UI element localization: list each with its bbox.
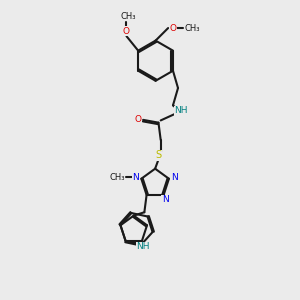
Text: O: O	[170, 23, 177, 32]
Text: CH₃: CH₃	[109, 173, 125, 182]
Text: N: N	[162, 196, 168, 205]
Text: S: S	[155, 150, 161, 160]
Text: N: N	[171, 173, 178, 182]
Text: CH₃: CH₃	[120, 11, 136, 20]
Text: NH: NH	[136, 242, 150, 251]
Text: N: N	[132, 173, 139, 182]
Text: CH₃: CH₃	[185, 23, 200, 32]
Text: NH: NH	[175, 106, 188, 116]
Text: O: O	[123, 27, 130, 36]
Text: O: O	[135, 116, 142, 124]
